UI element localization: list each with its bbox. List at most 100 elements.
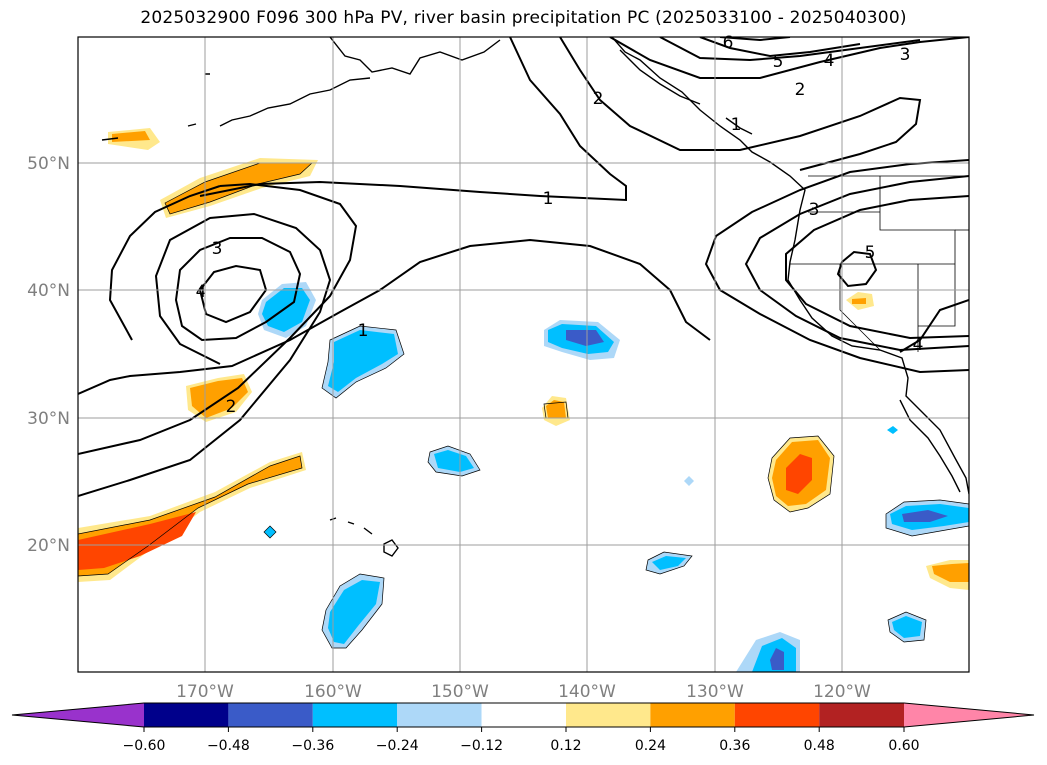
colorbar-bin (734, 703, 820, 727)
precip-negative-region (684, 476, 694, 486)
colorbar-tick-label: 0.12 (550, 738, 581, 754)
lat-tick-label: 30°N (27, 409, 70, 429)
border-layer (790, 175, 969, 352)
contour-label: 1 (543, 189, 554, 209)
colorbar-tick-label: −0.36 (291, 738, 334, 754)
colorbar-extend-low (12, 703, 144, 727)
gulf-of-alaska-coast (611, 37, 969, 495)
precip-negative-region (566, 330, 604, 346)
contour-label: 4 (824, 51, 835, 71)
pv-contour-5-north (699, 37, 861, 58)
colorbar-bin (566, 703, 651, 727)
precip-positive-region (786, 454, 812, 494)
precip-negative-region (328, 580, 380, 644)
precip-negative-region (264, 526, 276, 538)
pv-contour-2-east-inner (836, 250, 878, 288)
pv-contour-2 (78, 212, 332, 497)
map-title: 2025032900 F096 300 hPa PV, river basin … (140, 8, 907, 28)
precip-positive-region (78, 512, 196, 570)
contour-label: 6 (723, 33, 734, 53)
lon-tick-labels: 170°W 160°W 150°W 140°W 130°W 120°W (176, 682, 871, 702)
pv-contour-4-east (744, 175, 969, 352)
lon-tick-label: 160°W (304, 682, 362, 702)
colorbar-tick-label: −0.12 (460, 738, 503, 754)
pv-contour-1 (78, 182, 358, 455)
gridlines (78, 37, 969, 672)
contour-label: 3 (212, 239, 223, 259)
pv-contour-3-north (609, 37, 969, 79)
aleutian-islands (219, 77, 371, 127)
contour-label: 2 (795, 80, 806, 100)
precip-positive-region (852, 298, 866, 304)
map-frame (77, 36, 970, 673)
pv-contour-6-north (719, 37, 791, 42)
colorbar: −0.60 −0.48 −0.36 −0.24 −0.12 0.12 0.24 … (11, 702, 1035, 754)
pv-contour-4-north (659, 37, 921, 62)
colorbar-bin (228, 703, 313, 727)
precip-negative-region (262, 288, 310, 332)
precip-negative-region (770, 648, 784, 670)
hawaiian-islands (329, 517, 399, 557)
pv-contour-5-east (785, 195, 969, 340)
contour-label-layer: 1 2 3 4 5 6 1 2 3 4 3 4 5 2 1 (196, 33, 924, 417)
lat-tick-labels: 50°N 40°N 30°N 20°N (27, 154, 70, 556)
precip-negative-region (328, 330, 398, 392)
colorbar-tick-label: 0.24 (635, 738, 666, 754)
precip-negative-region (902, 510, 948, 522)
contour-label: 4 (913, 335, 924, 355)
alaska-coast (329, 37, 501, 75)
pv-contour-4 (198, 264, 268, 324)
coastline-layer (101, 37, 969, 557)
pv-contour-layer (78, 37, 969, 497)
colorbar-bin (819, 703, 904, 727)
colorbar-bin (481, 703, 566, 727)
pv-contour-2-north (559, 37, 922, 171)
precip-negative-region (434, 450, 474, 472)
colorbar-bin (397, 703, 482, 727)
pv-contour-1-main (199, 37, 627, 202)
precip-negative-region (892, 616, 922, 638)
colorbar-bin (144, 703, 229, 727)
lat-tick-label: 50°N (27, 154, 70, 174)
lon-tick-label: 120°W (813, 682, 871, 702)
precip-positive-region (932, 563, 969, 582)
precip-positive-region (112, 131, 150, 142)
precip-negative-region (652, 556, 686, 570)
lon-tick-label: 140°W (558, 682, 616, 702)
contour-label: 2 (226, 397, 237, 417)
colorbar-ticks (143, 727, 905, 732)
precip-fill-layer (78, 128, 969, 672)
colorbar-tick-label: 0.48 (804, 738, 835, 754)
colorbar-bin (312, 703, 398, 727)
contour-label: 3 (900, 45, 911, 65)
lat-tick-label: 20°N (27, 536, 70, 556)
precip-negative-region (887, 426, 898, 434)
colorbar-tick-label: 0.60 (888, 738, 919, 754)
colorbar-bin (650, 703, 735, 727)
colorbar-tick-label: −0.48 (207, 738, 250, 754)
contour-label: 1 (731, 115, 742, 135)
pv-contour-1-east-tail (899, 299, 969, 353)
colorbar-extend-high (904, 703, 1034, 727)
aleutian-islands (101, 73, 210, 141)
lat-tick-label: 40°N (27, 281, 70, 301)
colorbar-tick-label: 0.36 (719, 738, 750, 754)
lon-tick-label: 150°W (431, 682, 489, 702)
contour-label: 3 (809, 200, 820, 220)
contour-label: 5 (773, 52, 784, 72)
lon-tick-label: 170°W (176, 682, 234, 702)
contour-label: 4 (196, 282, 207, 302)
pv-contour-1 (78, 238, 711, 395)
contour-label: 5 (865, 243, 876, 263)
pv-contour-1 (108, 185, 221, 341)
colorbar-tick-label: −0.60 (123, 738, 166, 754)
lon-tick-label: 130°W (686, 682, 744, 702)
pv-contour-3-east (704, 159, 969, 374)
baja-california (899, 399, 961, 493)
contour-label: 2 (593, 89, 604, 109)
canada-coast-islands (619, 49, 753, 135)
contour-label: 1 (358, 321, 369, 341)
colorbar-tick-label: −0.24 (376, 738, 419, 754)
pv-contour-3 (174, 237, 302, 342)
precip-positive-region (546, 400, 566, 418)
